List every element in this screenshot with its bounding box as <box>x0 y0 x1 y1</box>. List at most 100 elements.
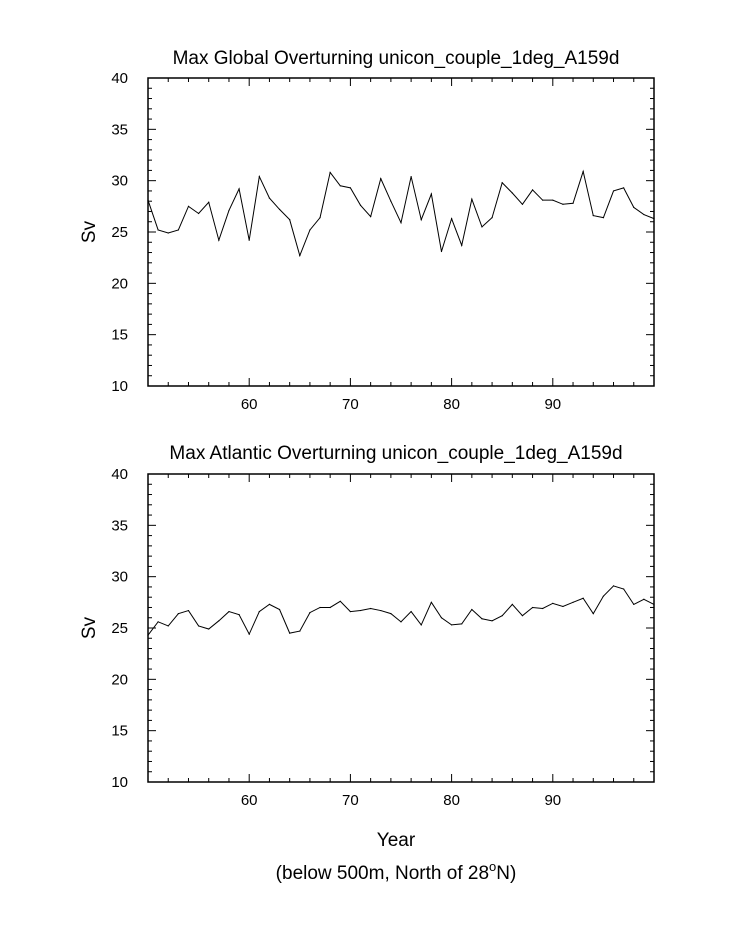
global-data-point <box>501 182 503 184</box>
atlantic-data-point <box>542 607 544 610</box>
global-data-point <box>218 239 220 241</box>
atlantic-data-point <box>420 624 422 626</box>
global-data-point <box>643 213 645 216</box>
global-data-point <box>370 216 372 218</box>
atlantic-y-tick-label: 15 <box>111 723 128 740</box>
atlantic-data-point <box>359 609 362 612</box>
atlantic-x-tick-label: 90 <box>544 792 561 809</box>
global-data-point <box>451 218 453 220</box>
global-data-point <box>278 208 281 211</box>
atlantic-x-axis-label: Year <box>377 830 416 851</box>
atlantic-x-tick-label: 70 <box>342 792 359 809</box>
atlantic-x-tick-label: 60 <box>241 792 258 809</box>
global-data-point <box>380 178 382 180</box>
global-y-tick-label: 25 <box>111 224 128 241</box>
atlantic-data-point <box>299 630 301 632</box>
global-data-point <box>198 212 200 215</box>
global-data-point <box>420 219 422 221</box>
global-data-point <box>633 206 635 208</box>
global-data-point <box>542 199 544 201</box>
atlantic-data-point <box>461 623 463 625</box>
atlantic-data-point <box>177 613 179 615</box>
global-data-point <box>410 175 412 178</box>
atlantic-y-tick-label: 30 <box>111 569 128 586</box>
atlantic-data-point <box>562 605 564 608</box>
global-data-point <box>623 187 625 189</box>
global-data-point <box>177 229 179 231</box>
atlantic-y-tick-label: 25 <box>111 620 128 637</box>
atlantic-data-point <box>400 621 402 623</box>
atlantic-plot-frame <box>147 473 655 783</box>
global-data-point <box>552 199 554 201</box>
atlantic-data-point <box>633 603 635 605</box>
global-data-point <box>471 198 473 200</box>
global-data-point <box>440 250 443 253</box>
global-x-tick-label: 60 <box>241 396 258 413</box>
global-data-point <box>238 188 240 190</box>
atlantic-data-point <box>521 615 524 617</box>
global-data-point <box>572 202 574 204</box>
atlantic-data-point <box>238 614 240 616</box>
atlantic-data-point <box>380 609 382 612</box>
atlantic-data-point <box>552 602 554 604</box>
atlantic-tick-labels: 60 70 80 90 10 15 20 25 30 35 40 <box>111 466 561 809</box>
global-data-point <box>602 217 605 219</box>
atlantic-data-point <box>451 624 453 626</box>
global-data-point <box>481 226 483 228</box>
global-data-point <box>248 239 250 241</box>
global-tick-labels: 60 70 80 90 10 15 20 25 30 35 40 <box>111 70 561 413</box>
atlantic-overturning-line <box>147 585 655 636</box>
global-data-point <box>289 219 291 221</box>
atlantic-x-tick-label: 80 <box>443 792 460 809</box>
global-y-tick-label: 40 <box>111 70 128 87</box>
global-x-tick-label: 70 <box>342 396 359 413</box>
atlantic-data-point <box>390 613 392 615</box>
figure-caption: (below 500m, North of 28oN) <box>276 859 517 884</box>
atlantic-data-point <box>572 601 574 603</box>
atlantic-data-point <box>248 633 250 635</box>
global-data-point <box>319 217 321 219</box>
caption-degree-sup: o <box>489 859 496 874</box>
atlantic-data-point <box>339 600 341 602</box>
global-tick-marks <box>148 78 654 386</box>
global-data-point <box>359 204 362 206</box>
atlantic-data-point <box>268 603 271 605</box>
atlantic-data-point <box>198 625 200 627</box>
atlantic-data-point <box>410 610 412 613</box>
global-overturning-points <box>147 170 655 257</box>
atlantic-data-point <box>208 628 210 630</box>
atlantic-data-point <box>531 606 534 609</box>
atlantic-data-point <box>349 610 351 613</box>
global-data-point <box>309 229 311 231</box>
atlantic-data-point <box>471 608 473 611</box>
global-data-point <box>339 185 341 187</box>
atlantic-data-point <box>218 620 220 622</box>
global-data-point <box>612 190 615 192</box>
atlantic-data-point <box>289 632 291 634</box>
global-data-point <box>531 189 534 191</box>
global-plot-frame <box>147 77 655 387</box>
global-data-point <box>258 175 260 178</box>
atlantic-data-point <box>167 625 169 627</box>
global-data-point <box>511 192 513 194</box>
atlantic-data-point <box>319 606 321 609</box>
global-data-point <box>157 229 159 231</box>
atlantic-data-point <box>278 608 281 611</box>
global-data-point <box>461 244 463 246</box>
global-data-point <box>329 171 331 174</box>
global-x-tick-label: 90 <box>544 396 561 413</box>
atlantic-y-tick-label: 20 <box>111 671 128 688</box>
global-data-point <box>390 200 392 202</box>
atlantic-data-point <box>228 610 230 613</box>
atlantic-data-point <box>481 618 483 620</box>
global-data-point <box>491 217 493 219</box>
global-y-tick-label: 10 <box>111 378 128 395</box>
atlantic-overturning-panel: Max Atlantic Overturning unicon_couple_1… <box>79 443 655 851</box>
caption-suffix: N) <box>496 863 516 884</box>
global-data-point <box>167 232 169 234</box>
global-data-point <box>208 201 210 203</box>
atlantic-data-point <box>623 588 625 590</box>
global-data-point <box>582 170 584 173</box>
global-data-point <box>521 203 524 205</box>
